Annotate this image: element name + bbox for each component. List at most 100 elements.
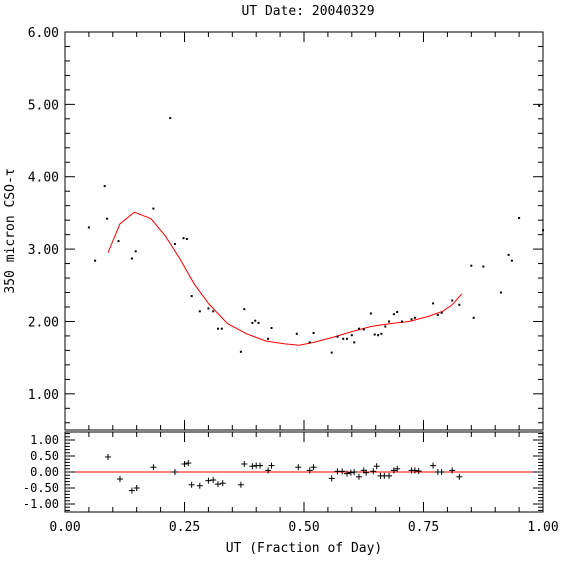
data-point [308, 341, 311, 344]
x-tick-label: 0.50 [288, 520, 319, 535]
residual-point [268, 462, 275, 469]
data-point [358, 327, 360, 330]
data-point [436, 313, 439, 316]
residual-point [411, 467, 418, 474]
data-point [190, 295, 193, 298]
data-point [243, 308, 246, 311]
data-point [257, 321, 260, 324]
data-point [510, 259, 513, 262]
data-point [392, 313, 395, 316]
x-axis-label: UT (Fraction of Day) [226, 541, 383, 556]
y-tick-label: 5.00 [28, 98, 59, 113]
tau-measurements [87, 104, 544, 354]
residual-points [105, 453, 463, 494]
x-tick-label: 1.00 [527, 520, 558, 535]
data-point [117, 240, 120, 243]
data-point [106, 217, 109, 220]
data-point [410, 318, 413, 321]
residual-y-tick-label: 0.00 [30, 465, 59, 479]
residual-point [196, 482, 203, 489]
residual-panel: -1.00 -0.50 0.00 0.50 1.00 0.00 0.25 0.50 0.75 1… [23, 431, 559, 556]
residual-point [456, 473, 463, 480]
data-point [169, 117, 172, 120]
data-point [413, 316, 416, 319]
data-point [458, 303, 461, 306]
residual-point [328, 475, 335, 482]
residual-point [390, 467, 397, 474]
residual-point [257, 462, 264, 469]
residual-y-tick-label: 0.50 [30, 449, 59, 463]
residual-y-tick-label: -0.50 [23, 481, 59, 495]
data-point [94, 259, 97, 262]
residual-point [394, 465, 401, 472]
data-point [362, 328, 365, 331]
data-point [482, 265, 485, 268]
residual-point [241, 461, 248, 467]
residual-point [363, 469, 370, 476]
residual-point [105, 453, 112, 460]
data-point [451, 299, 454, 302]
residual-point [249, 463, 256, 470]
data-point [542, 229, 544, 232]
data-point [470, 264, 473, 267]
residual-point [438, 469, 445, 475]
residual-point [373, 463, 380, 470]
data-point [507, 253, 510, 256]
residual-point [171, 469, 178, 475]
y-tick-label: 6.00 [28, 26, 59, 41]
residual-point [415, 468, 422, 475]
data-point [388, 320, 391, 323]
data-point [538, 104, 541, 107]
data-point [350, 334, 353, 337]
data-point [342, 337, 345, 340]
residual-point [219, 480, 226, 487]
tau-plot-frame [64, 31, 544, 431]
data-point [207, 307, 210, 310]
data-point [251, 321, 254, 324]
residual-y-axis: -1.00 -0.50 0.00 0.50 1.00 [23, 433, 543, 511]
data-point [499, 291, 502, 294]
data-point [270, 327, 273, 329]
residual-point [339, 468, 346, 475]
residual-point [128, 487, 135, 494]
residual-point [344, 470, 351, 477]
data-point [134, 250, 137, 253]
data-point [239, 350, 242, 353]
data-point [472, 316, 475, 319]
data-point [152, 207, 155, 210]
data-point [254, 319, 257, 322]
data-point [384, 325, 387, 328]
data-point [518, 217, 521, 219]
residual-point [210, 477, 217, 483]
residual-point [370, 468, 377, 475]
y-tick-label: 4.00 [28, 171, 59, 186]
data-point [130, 257, 133, 260]
residual-point [205, 477, 212, 484]
data-point [198, 310, 201, 313]
data-point [373, 333, 376, 336]
residual-point [150, 464, 157, 471]
data-point [217, 327, 219, 330]
residual-point [181, 461, 188, 467]
y-tick-label: 3.00 [28, 243, 59, 258]
data-point [401, 320, 403, 323]
data-point [380, 332, 383, 335]
tau-panel: 1.00 2.00 3.00 4.00 5.00 6.00 350 micron CSO-… [3, 26, 544, 431]
fit-curve [107, 211, 463, 346]
residual-point [188, 481, 195, 488]
data-point [103, 185, 106, 188]
residual-point [185, 460, 192, 467]
data-point [396, 311, 399, 313]
y-tick-label: 1.00 [28, 388, 59, 403]
data-point [295, 332, 298, 335]
residual-point [295, 464, 302, 471]
residual-point [430, 462, 437, 469]
data-point [87, 226, 90, 229]
data-point [432, 302, 435, 305]
y-tick-label: 2.00 [28, 315, 59, 330]
data-point [353, 341, 356, 344]
data-point [212, 310, 215, 313]
x-tick-label: 0.25 [169, 520, 200, 535]
residual-y-tick-label: 1.00 [30, 433, 59, 447]
